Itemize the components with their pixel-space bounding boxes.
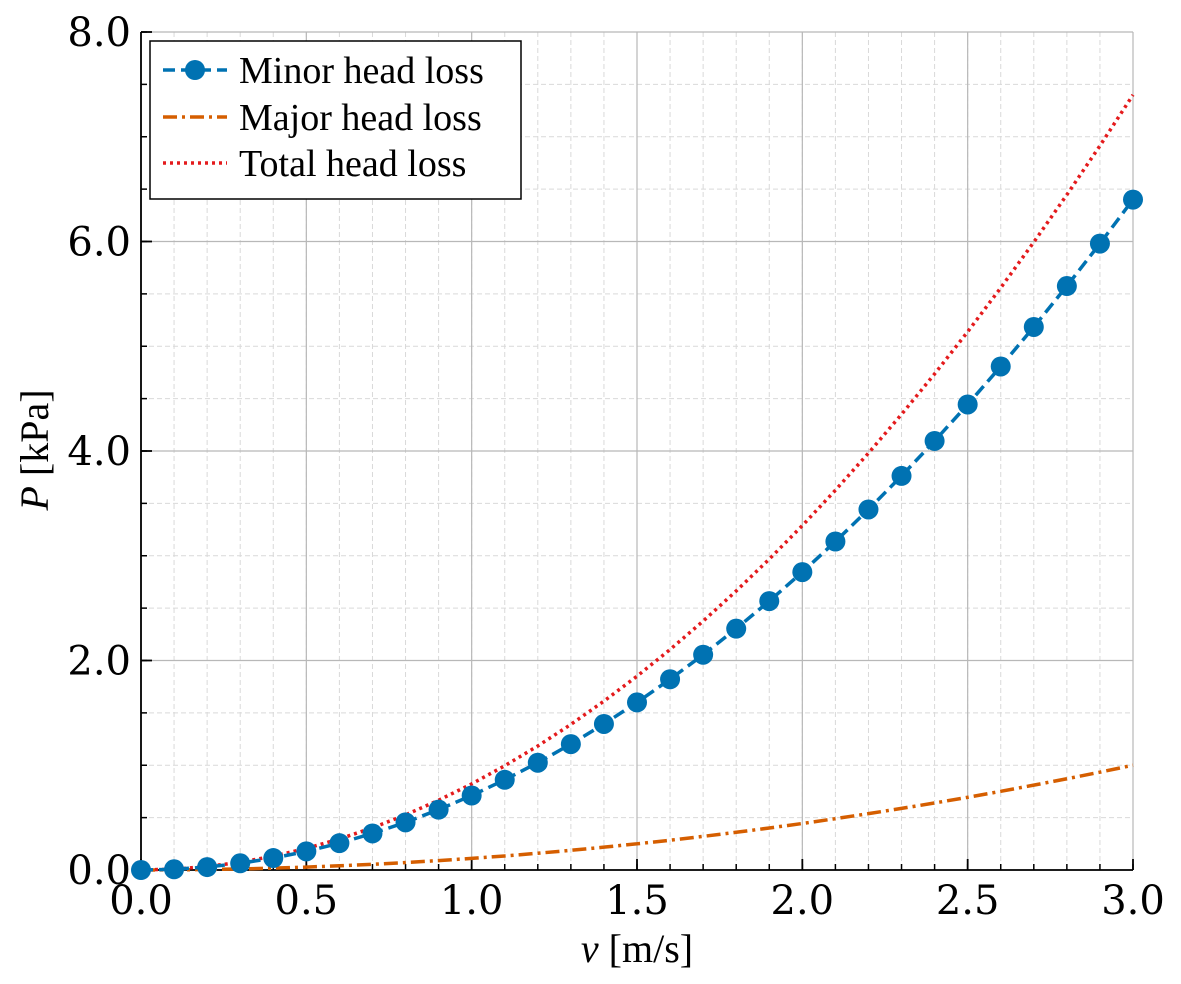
data-point-0 [428, 799, 449, 820]
x-tick-label: 0.0 [109, 878, 173, 924]
data-point-0 [461, 785, 482, 806]
y-axis-unit: [kPa] [12, 389, 57, 486]
x-tick-label: 0.5 [275, 878, 339, 924]
y-tick-label: 2.0 [67, 639, 131, 685]
data-point-0 [627, 692, 647, 713]
legend-label-total: Total head loss [239, 143, 466, 185]
legend-entry-minor: Minor head loss [163, 50, 484, 92]
series-markers [131, 189, 1143, 880]
data-point-0 [329, 833, 350, 854]
data-point-0 [759, 591, 780, 612]
legend: Minor head loss Major head loss Total he… [149, 40, 522, 200]
data-point-0 [527, 752, 548, 773]
x-tick-label: 3.0 [1101, 878, 1165, 924]
x-axis-unit: [m/s] [599, 926, 693, 971]
y-tick-labels: 0.0 2.0 4.0 6.0 8.0 [67, 10, 131, 894]
data-point-0 [164, 859, 185, 880]
legend-frame [149, 40, 522, 200]
data-point-0 [296, 841, 317, 862]
y-tick-label: 0.0 [67, 848, 131, 894]
data-point-0 [792, 562, 813, 583]
legend-marker-minor [185, 60, 205, 80]
x-tick-label: 2.0 [771, 878, 835, 924]
data-point-0 [131, 860, 151, 880]
data-point-0 [990, 356, 1011, 377]
y-tick-label: 4.0 [67, 429, 131, 475]
data-point-0 [693, 644, 714, 665]
legend-entry-major: Major head loss [163, 97, 482, 139]
data-point-0 [395, 812, 416, 833]
data-point-0 [891, 465, 912, 486]
data-point-0 [1123, 189, 1143, 210]
data-point-0 [660, 669, 681, 690]
x-tick-label: 1.5 [605, 878, 669, 924]
data-point-0 [230, 853, 251, 874]
x-tick-labels: 0.0 0.5 1.0 1.5 2.0 2.5 3.0 [109, 878, 1165, 924]
data-point-0 [1089, 233, 1110, 254]
data-point-0 [726, 618, 747, 639]
data-point-0 [560, 734, 581, 755]
data-point-0 [197, 857, 218, 878]
data-point-0 [362, 823, 383, 844]
y-tick-label: 6.0 [67, 220, 131, 266]
x-axis-variable: v [581, 926, 599, 971]
data-point-0 [858, 499, 879, 520]
data-point-0 [1023, 316, 1044, 337]
y-axis-title: P [kPa] [12, 389, 57, 511]
y-axis-variable: P [12, 486, 57, 511]
legend-label-minor: Minor head loss [239, 50, 484, 92]
data-point-0 [1056, 276, 1077, 297]
data-point-0 [494, 769, 515, 790]
x-axis-title: v [m/s] [581, 926, 693, 971]
x-tick-label: 1.0 [440, 878, 504, 924]
legend-label-major: Major head loss [239, 97, 482, 139]
data-point-0 [263, 848, 284, 869]
data-point-0 [957, 394, 978, 415]
y-tick-label: 8.0 [67, 10, 131, 56]
x-tick-label: 2.5 [936, 878, 1000, 924]
data-point-0 [593, 713, 614, 734]
legend-entry-total: Total head loss [163, 143, 466, 185]
series-line-1 [140, 763, 1134, 872]
data-point-0 [825, 531, 846, 552]
data-point-0 [924, 430, 945, 451]
